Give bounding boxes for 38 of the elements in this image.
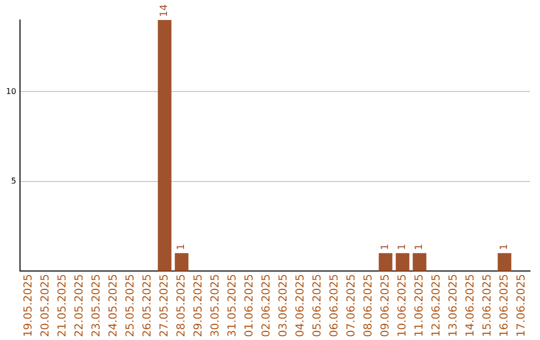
data-label: 14 xyxy=(159,4,170,17)
x-tick-label: 09.06.2025 xyxy=(378,274,392,338)
x-tick-label: 01.06.2025 xyxy=(242,274,256,338)
x-tick-label: 15.06.2025 xyxy=(480,274,494,338)
x-tick-label: 27.05.2025 xyxy=(157,274,170,338)
x-tick-label: 06.06.2025 xyxy=(327,274,340,338)
x-tick-label: 20.05.2025 xyxy=(38,274,52,338)
x-tick-label: 07.06.2025 xyxy=(344,274,358,338)
x-tick-label: 03.06.2025 xyxy=(276,274,290,338)
x-tick-label: 25.05.2025 xyxy=(124,274,136,338)
x-tick-label: 10.06.2025 xyxy=(395,274,408,338)
x-tick-label: 21.05.2025 xyxy=(56,274,69,338)
y-tick-label: 10 xyxy=(6,86,16,96)
y-tick-label: 5 xyxy=(11,176,16,186)
x-tick-label: 08.06.2025 xyxy=(361,274,374,338)
data-label: 1 xyxy=(499,244,510,250)
x-tick-label: 05.06.2025 xyxy=(310,274,324,338)
data-label: 1 xyxy=(414,244,426,250)
x-tick-label: 31.05.2025 xyxy=(225,274,238,338)
x-tick-label: 29.05.2025 xyxy=(191,274,204,338)
x-tick-label: 19.05.2025 xyxy=(22,274,35,338)
x-tick-label: 30.05.2025 xyxy=(208,274,222,338)
x-tick-label: 22.05.2025 xyxy=(72,274,86,338)
x-tick-label: 23.05.2025 xyxy=(90,274,103,338)
x-tick-label: 04.06.2025 xyxy=(293,274,306,338)
x-tick-label: 14.06.2025 xyxy=(463,274,476,338)
x-tick-label: 13.06.2025 xyxy=(446,274,460,338)
x-tick-label: 28.05.2025 xyxy=(174,274,188,338)
x-tick-label: 02.06.2025 xyxy=(259,274,272,338)
x-tick-label: 17.06.2025 xyxy=(514,274,528,338)
x-tick-label: 11.06.2025 xyxy=(412,274,426,338)
data-label: 1 xyxy=(397,244,408,250)
data-label: 1 xyxy=(176,244,188,250)
x-tick-label: 16.06.2025 xyxy=(497,274,510,338)
x-tick-label: 24.05.2025 xyxy=(106,274,120,338)
data-label: 1 xyxy=(380,244,392,250)
x-tick-label: 26.05.2025 xyxy=(140,274,154,338)
x-tick-label: 12.06.2025 xyxy=(429,274,442,338)
